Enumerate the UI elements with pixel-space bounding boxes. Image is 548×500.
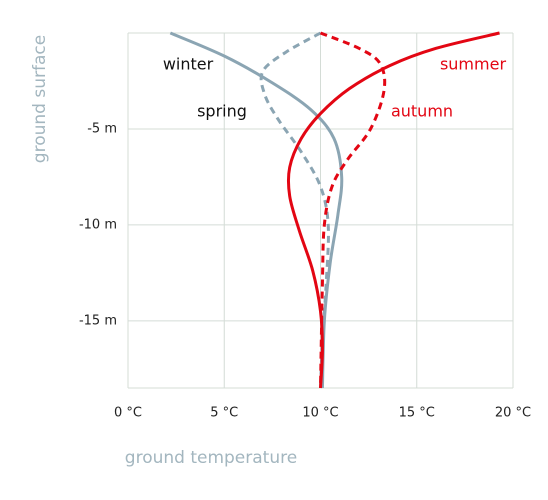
series-line: [319, 31, 387, 389]
series-line: [259, 31, 330, 389]
y-tick-label: -5 m: [87, 121, 117, 136]
series-label: winter: [163, 55, 214, 74]
x-tick-label: 15 °C: [399, 406, 435, 421]
series-label: summer: [440, 55, 506, 74]
y-tick-label: -15 m: [79, 313, 117, 328]
y-axis-title: ground surface: [30, 35, 50, 163]
series-label: autumn: [391, 102, 453, 121]
x-tick-label: 20 °C: [495, 406, 531, 421]
series-line: [286, 31, 500, 389]
x-axis-title: ground temperature: [125, 448, 297, 468]
y-tick-label: -10 m: [79, 217, 117, 232]
series-line: [169, 31, 344, 389]
x-tick-label: 0 °C: [114, 406, 142, 421]
x-tick-label: 5 °C: [210, 406, 238, 421]
series-label: spring: [197, 102, 247, 121]
x-tick-label: 10 °C: [302, 406, 338, 421]
